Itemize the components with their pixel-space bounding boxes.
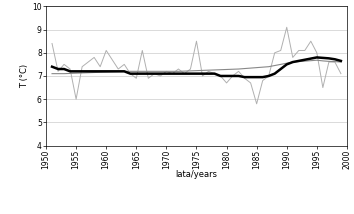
X-axis label: lata/years: lata/years <box>176 170 217 180</box>
Y-axis label: T (°C): T (°C) <box>21 64 29 88</box>
